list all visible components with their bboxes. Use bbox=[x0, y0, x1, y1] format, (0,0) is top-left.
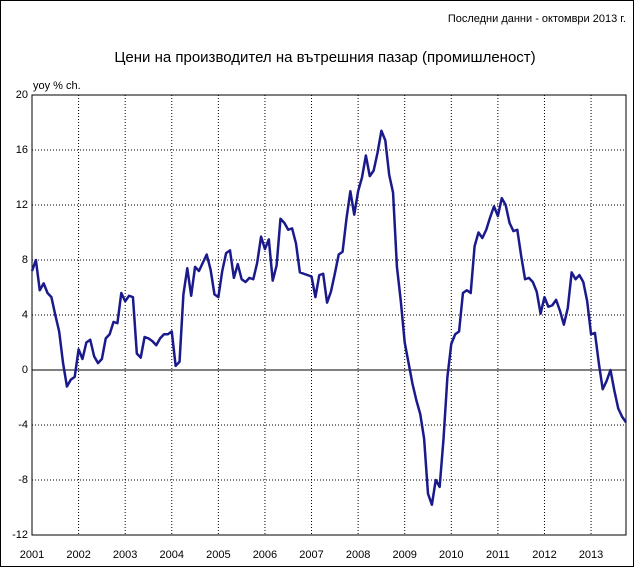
y-tick-label: -12 bbox=[12, 529, 28, 541]
y-tick-label: 16 bbox=[16, 144, 28, 156]
x-tick-label: 2003 bbox=[113, 549, 137, 561]
y-axis-label: yoy % ch. bbox=[33, 80, 81, 92]
x-tick-label: 2004 bbox=[160, 549, 184, 561]
chart-title: Цени на производител на вътрешния пазар … bbox=[114, 49, 535, 66]
x-tick-label: 2008 bbox=[346, 549, 370, 561]
series-line bbox=[30, 129, 628, 506]
x-tick-label: 2002 bbox=[66, 549, 90, 561]
x-tick-label: 2005 bbox=[206, 549, 230, 561]
x-tick-label: 2010 bbox=[439, 549, 463, 561]
note: Последни данни - октомври 2013 г. bbox=[448, 13, 626, 25]
y-tick-label: 20 bbox=[16, 89, 28, 101]
x-tick-label: 2013 bbox=[579, 549, 603, 561]
x-tick-label: 2009 bbox=[392, 549, 416, 561]
y-tick-label: -8 bbox=[18, 474, 28, 486]
y-tick-label: 8 bbox=[22, 254, 28, 266]
y-tick-label: -4 bbox=[18, 419, 28, 431]
x-tick-label: 2001 bbox=[20, 549, 44, 561]
x-tick-label: 2012 bbox=[532, 549, 556, 561]
x-tick-label: 2007 bbox=[299, 549, 323, 561]
x-tick-label: 2011 bbox=[486, 549, 510, 561]
y-tick-label: 4 bbox=[22, 309, 28, 321]
y-tick-label: 12 bbox=[16, 199, 28, 211]
x-tick-label: 2006 bbox=[253, 549, 277, 561]
y-tick-label: 0 bbox=[22, 364, 28, 376]
